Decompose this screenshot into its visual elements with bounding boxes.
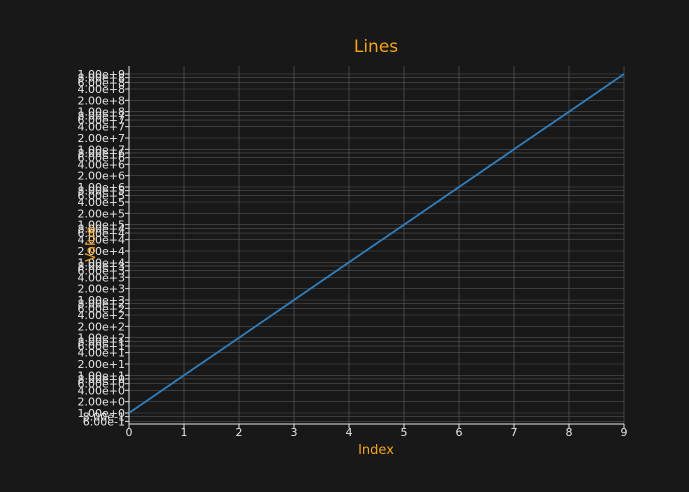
x-axis-label: Index [358, 443, 394, 458]
y-tick-label: 2.00e+5 [78, 207, 125, 220]
x-tick-label: 4 [346, 426, 353, 439]
chart-title: Lines [354, 37, 398, 57]
y-tick-label: 2.00e+7 [78, 132, 125, 145]
y-tick-label: 1.00e+3 [78, 294, 125, 307]
y-tick-label: 1.00e+1 [78, 369, 125, 382]
grid [129, 66, 624, 424]
y-tick-label: 2.00e+1 [78, 358, 125, 371]
x-tick-label: 9 [621, 426, 628, 439]
y-tick-label: 1.00e+9 [78, 68, 125, 81]
x-tick-label: 3 [291, 426, 298, 439]
y-tick-label: 1.00e+6 [78, 181, 125, 194]
y-tick-label: 1.00e+0 [78, 407, 125, 420]
y-tick-label: 1.00e+8 [78, 106, 125, 119]
x-tick-label: 1 [181, 426, 188, 439]
x-tick-label: 6 [456, 426, 463, 439]
y-axis-label: Value [84, 226, 99, 262]
x-tick-label: 2 [236, 426, 243, 439]
y-tick-label: 2.00e+6 [78, 170, 125, 183]
x-tick-label: 8 [566, 426, 573, 439]
x-tick-label: 5 [401, 426, 408, 439]
plot-area [129, 66, 624, 424]
x-tick-label: 7 [511, 426, 518, 439]
x-tick-label: 0 [126, 426, 133, 439]
y-tick-label: 2.00e+0 [78, 396, 125, 409]
y-tick-label: 2.00e+2 [78, 320, 125, 333]
y-tick-label: 1.00e+2 [78, 332, 125, 345]
y-tick-label: 2.00e+8 [78, 94, 125, 107]
y-tick-label: 1.00e+7 [78, 143, 125, 156]
y-tick-label: 2.00e+3 [78, 283, 125, 296]
